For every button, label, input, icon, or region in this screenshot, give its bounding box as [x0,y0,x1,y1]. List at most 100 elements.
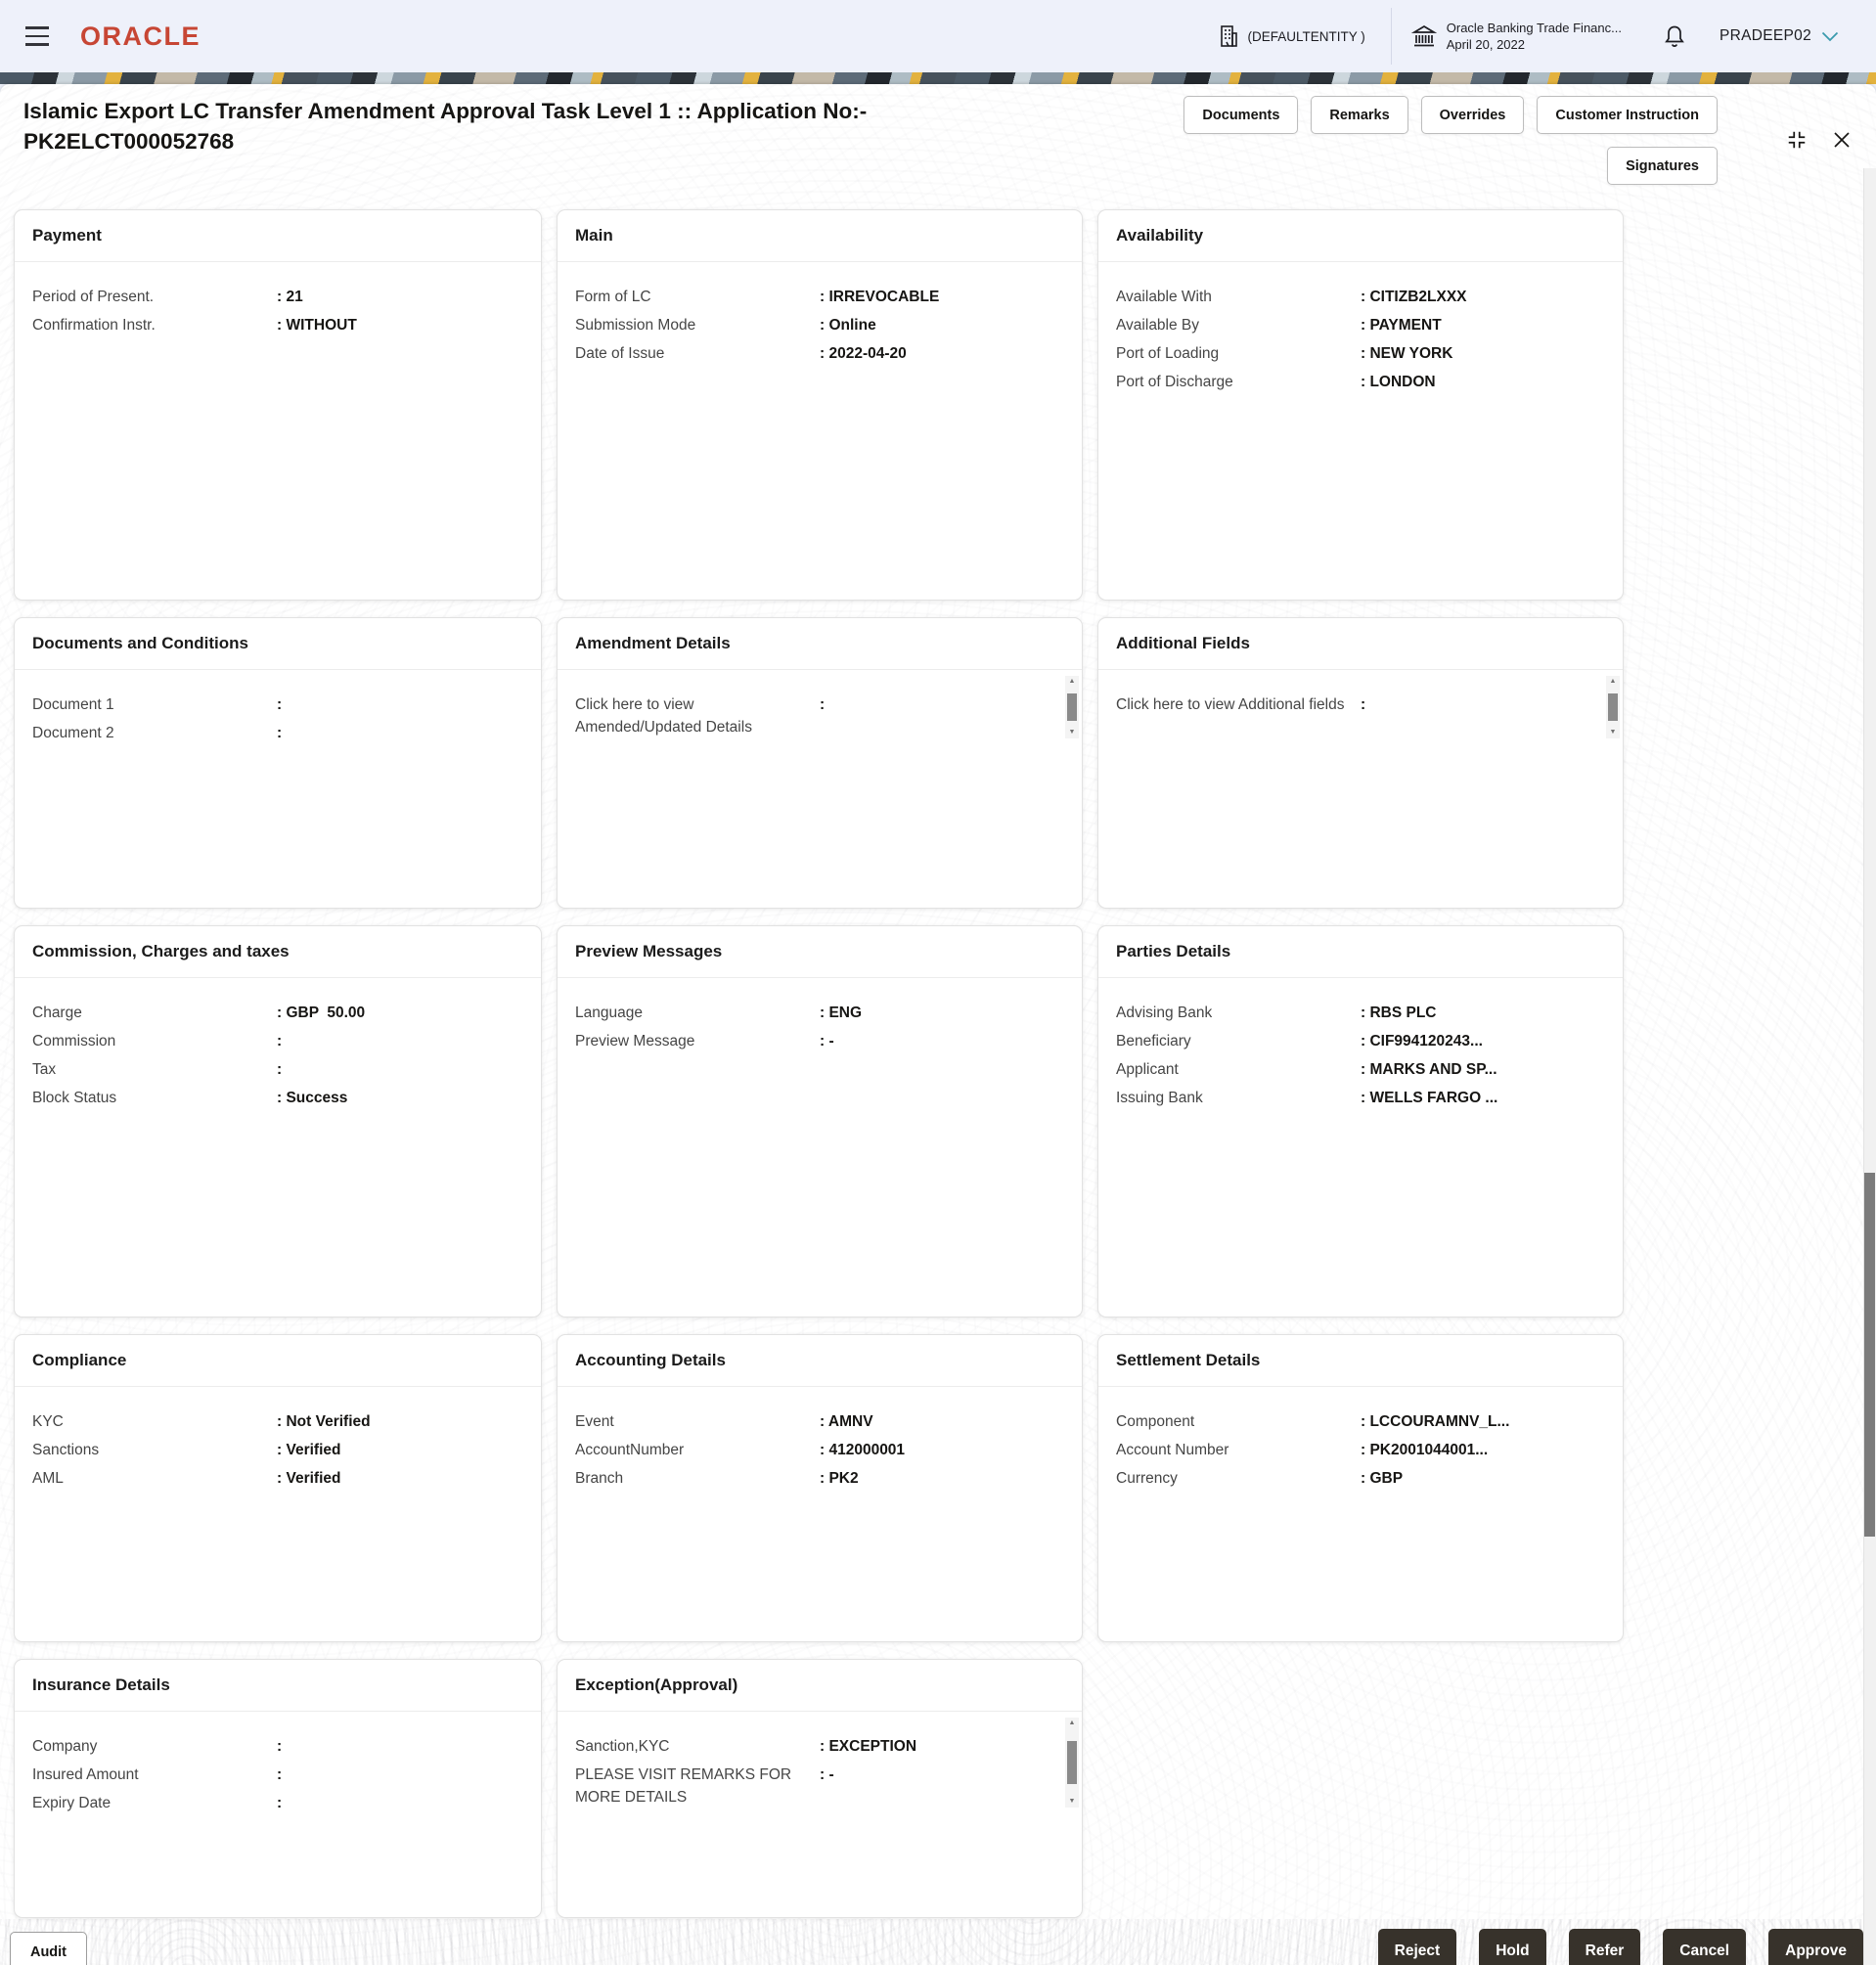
notifications-button[interactable] [1649,23,1720,50]
field-label: Charge [32,1005,82,1021]
signatures-button[interactable]: Signatures [1607,147,1718,185]
field-label: Available By [1116,317,1200,334]
field-label: Document 1 [32,696,114,713]
field-row: Component: LCCOURAMNV_L... [1116,1410,1605,1433]
field-row: Tax: [32,1058,523,1081]
header-button-documents[interactable]: Documents [1184,96,1299,134]
card-title: Accounting Details [575,1351,726,1369]
field-value: : LONDON [1361,374,1436,390]
card-scrollbar[interactable]: ▲ ▼ [1606,676,1620,738]
scroll-up-icon[interactable]: ▲ [1068,1719,1076,1726]
app-date: April 20, 2022 [1446,37,1525,52]
field-label: Form of LC [575,289,651,305]
field-row: Confirmation Instr.: WITHOUT [32,314,523,336]
field-value: : RBS PLC [1361,1005,1437,1021]
building-icon [1218,24,1239,48]
page-title-line1: Islamic Export LC Transfer Amendment App… [23,99,868,123]
app-branch-selector[interactable]: Oracle Banking Trade Financ... April 20,… [1392,20,1649,53]
field-row: Event: AMNV [575,1410,1064,1433]
hold-button[interactable]: Hold [1479,1929,1546,1965]
panel-header: Islamic Export LC Transfer Amendment App… [0,84,1876,209]
field-value: : Not Verified [277,1413,371,1430]
card-body: Advising Bank: RBS PLC Beneficiary: CIF99… [1098,978,1623,1127]
expand-icon[interactable] [1786,129,1808,151]
field-label: Sanctions [32,1442,100,1458]
field-value: : Verified [277,1470,341,1487]
field-row: Company: [32,1735,523,1758]
field-value: : IRREVOCABLE [820,289,940,305]
card-availability: Availability Available With: CITIZB2LXXX A… [1097,209,1624,601]
card-exception-approval: Exception(Approval) Sanction,KYC: EXCEPTI… [557,1659,1083,1918]
field-row: Preview Message: - [575,1030,1064,1052]
card-scrollbar-thumb[interactable] [1608,693,1618,721]
card-scrollbar[interactable]: ▲ ▼ [1065,1718,1079,1808]
card-scrollbar[interactable]: ▲ ▼ [1065,676,1079,738]
card-body: KYC: Not Verified Sanctions: Verified AML:… [15,1387,541,1507]
card-title: Settlement Details [1116,1351,1261,1369]
scroll-down-icon[interactable]: ▼ [1068,729,1076,736]
field-row: Issuing Bank: WELLS FARGO ... [1116,1087,1605,1109]
audit-button[interactable]: Audit [10,1932,87,1965]
cancel-button[interactable]: Cancel [1663,1929,1747,1965]
field-value: : EXCEPTION [820,1738,917,1755]
field-label: Insured Amount [32,1766,139,1783]
entity-selector[interactable]: (DEFAULTENTITY ) [1218,24,1391,48]
card-body: Document 1: Document 2: [15,670,541,762]
reject-button[interactable]: Reject [1377,1929,1457,1965]
scroll-up-icon[interactable]: ▲ [1068,678,1076,685]
field-value: : CIF994120243... [1361,1033,1483,1049]
field-label: Period of Present. [32,289,155,305]
field-label: Submission Mode [575,317,696,334]
field-label: PLEASE VISIT REMARKS FOR MORE DETAILS [575,1766,792,1806]
page-scrollbar-thumb[interactable] [1864,1173,1875,1537]
card-body: Click here to view Amended/Updated Detai… [558,670,1082,756]
field-value: : [1361,696,1366,713]
card-title: Preview Messages [575,942,723,960]
header-button-remarks[interactable]: Remarks [1311,96,1408,134]
field-value: : PK2001044001... [1361,1442,1489,1458]
field-label: Available With [1116,289,1212,305]
field-label: Currency [1116,1470,1178,1487]
refer-button[interactable]: Refer [1568,1929,1641,1965]
field-row: PLEASE VISIT REMARKS FOR MORE DETAILS: - [575,1764,1064,1809]
footer-pattern-band [0,1919,1876,1965]
field-value: : [277,1738,283,1755]
page-scrollbar[interactable]: ▼ [1863,168,1876,1965]
header-button-overrides[interactable]: Overrides [1420,96,1525,134]
card-title: Additional Fields [1116,634,1250,652]
field-label: Issuing Bank [1116,1090,1203,1106]
header-button-customer-instruction[interactable]: Customer Instruction [1537,96,1718,134]
close-icon[interactable] [1833,131,1851,149]
field-value: : [277,1061,283,1078]
field-value: : [277,1033,283,1049]
field-row: Sanctions: Verified [32,1439,523,1461]
approve-button[interactable]: Approve [1768,1929,1863,1965]
bank-icon [1410,23,1437,49]
scroll-down-icon[interactable]: ▼ [1609,729,1617,736]
field-row: Branch: PK2 [575,1467,1064,1490]
page-title: Islamic Export LC Transfer Amendment App… [23,96,904,156]
card-body: Click here to view Additional fields: ▲ ▼ [1098,670,1623,738]
scroll-down-icon[interactable]: ▼ [1068,1798,1076,1805]
card-title: Main [575,226,613,245]
field-label: Branch [575,1470,624,1487]
card-body: Charge: GBP 50.00 Commission: Tax: Block St… [15,978,541,1127]
field-row: Commission: [32,1030,523,1052]
field-value: : [277,1795,283,1811]
field-label: AML [32,1470,64,1487]
field-link-label[interactable]: Click here to view Additional fields [1116,696,1345,713]
scroll-up-icon[interactable]: ▲ [1609,678,1617,685]
card-scrollbar-thumb[interactable] [1067,1741,1077,1784]
field-value: : Online [820,317,876,334]
field-value: : 2022-04-20 [820,345,907,362]
user-menu[interactable]: PRADEEP02 [1720,27,1851,45]
field-value: : AMNV [820,1413,873,1430]
card-title: Commission, Charges and taxes [32,942,290,960]
field-row: Currency: GBP [1116,1467,1605,1490]
menu-icon[interactable] [25,26,51,46]
entity-label: (DEFAULTENTITY ) [1247,28,1365,44]
field-link-label[interactable]: Click here to view Amended/Updated Detai… [575,696,752,736]
card-scrollbar-thumb[interactable] [1067,693,1077,721]
field-row: Charge: GBP 50.00 [32,1002,523,1024]
field-label: Company [32,1738,98,1755]
